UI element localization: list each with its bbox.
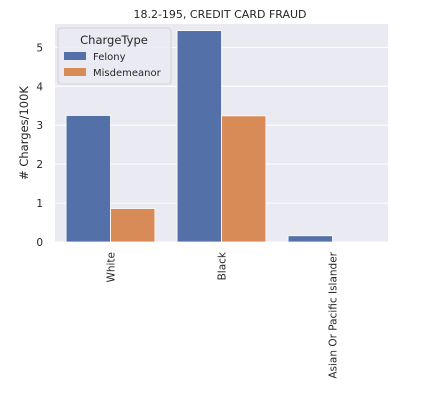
x-tick-label: White: [106, 252, 118, 283]
x-tick-label: Asian Or Pacific Islander: [328, 251, 340, 378]
bar-misdemeanor-black: [222, 116, 266, 242]
y-tick-label: 4: [36, 81, 43, 93]
y-tick-label: 3: [36, 120, 43, 132]
legend-label-felony: Felony: [93, 52, 126, 63]
x-tick-labels: White Black Asian Or Pacific Islander: [106, 251, 340, 379]
legend-title: ChargeType: [80, 33, 148, 47]
y-tick-label: 2: [36, 159, 43, 171]
y-tick-label: 5: [36, 42, 43, 54]
y-tick-label: 0: [36, 237, 43, 249]
y-tick-label: 1: [36, 198, 43, 210]
x-tick-label: Black: [217, 251, 229, 280]
bar-felony-black: [177, 31, 221, 242]
chart-title: 18.2-195, CREDIT CARD FRAUD: [133, 8, 306, 21]
bar-felony-asian-or-pacific-islander: [288, 236, 332, 242]
legend-swatch-felony: [64, 52, 86, 60]
bar-felony-white: [66, 115, 110, 242]
y-tick-labels: 0 1 2 3 4 5: [36, 42, 43, 249]
bar-misdemeanor-white: [111, 209, 155, 242]
legend: ChargeType Felony Misdemeanor: [58, 28, 171, 84]
y-axis-label: # Charges/100K: [17, 86, 31, 180]
legend-label-misdemeanor: Misdemeanor: [93, 68, 162, 79]
legend-swatch-misdemeanor: [64, 68, 86, 76]
